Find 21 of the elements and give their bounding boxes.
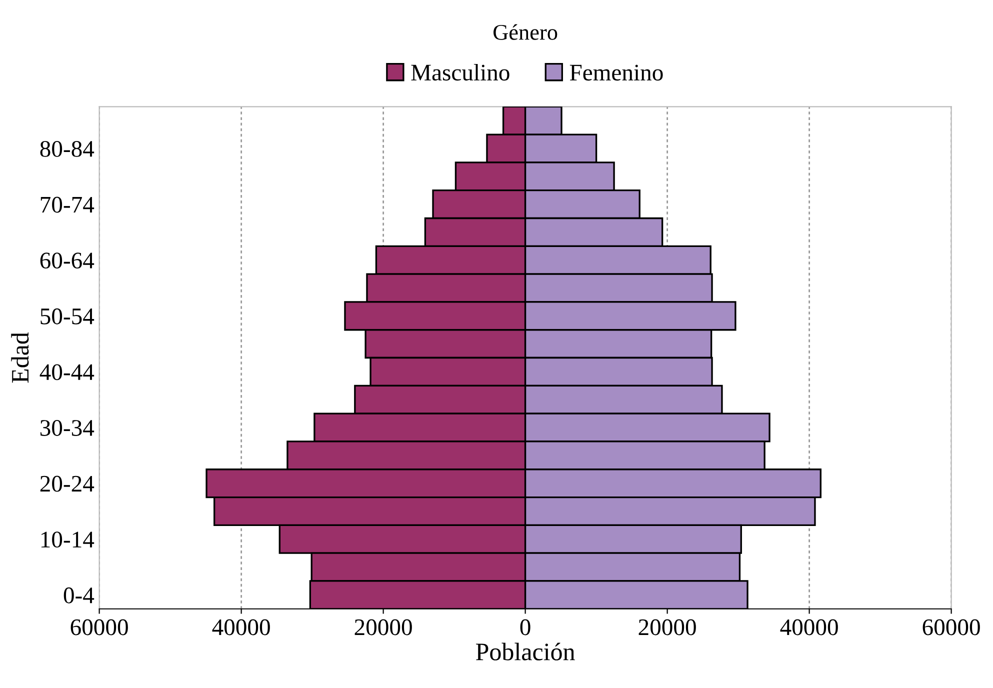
y-tick-label: 80-84 [40,140,94,157]
y-tick-label: 50-54 [40,308,94,324]
legend-label: Femenino [570,64,663,81]
y-tick-label: 0-4 [64,587,94,604]
y-tick-label: 60-64 [40,252,94,269]
y-tick-label: 20-24 [40,476,94,492]
y-axis-title: Edad [11,332,29,383]
x-axis-title: Población [476,642,575,660]
legend-label: Masculino [411,64,510,81]
x-tick-label: 40000 [212,619,270,636]
y-tick-label: 70-74 [40,196,94,213]
x-tick-label: 20000 [638,619,696,636]
y-tick-label: 30-34 [40,420,94,436]
y-tick-label: 40-44 [40,364,94,380]
legend-title: Género [494,24,558,40]
x-tick-label: 0 [520,619,530,636]
y-tick-label: 10-14 [41,532,94,548]
x-tick-label: 60000 [922,619,980,636]
x-tick-label: 20000 [354,619,412,636]
x-tick-label: 40000 [780,619,838,636]
x-tick-label: 60000 [70,619,128,636]
